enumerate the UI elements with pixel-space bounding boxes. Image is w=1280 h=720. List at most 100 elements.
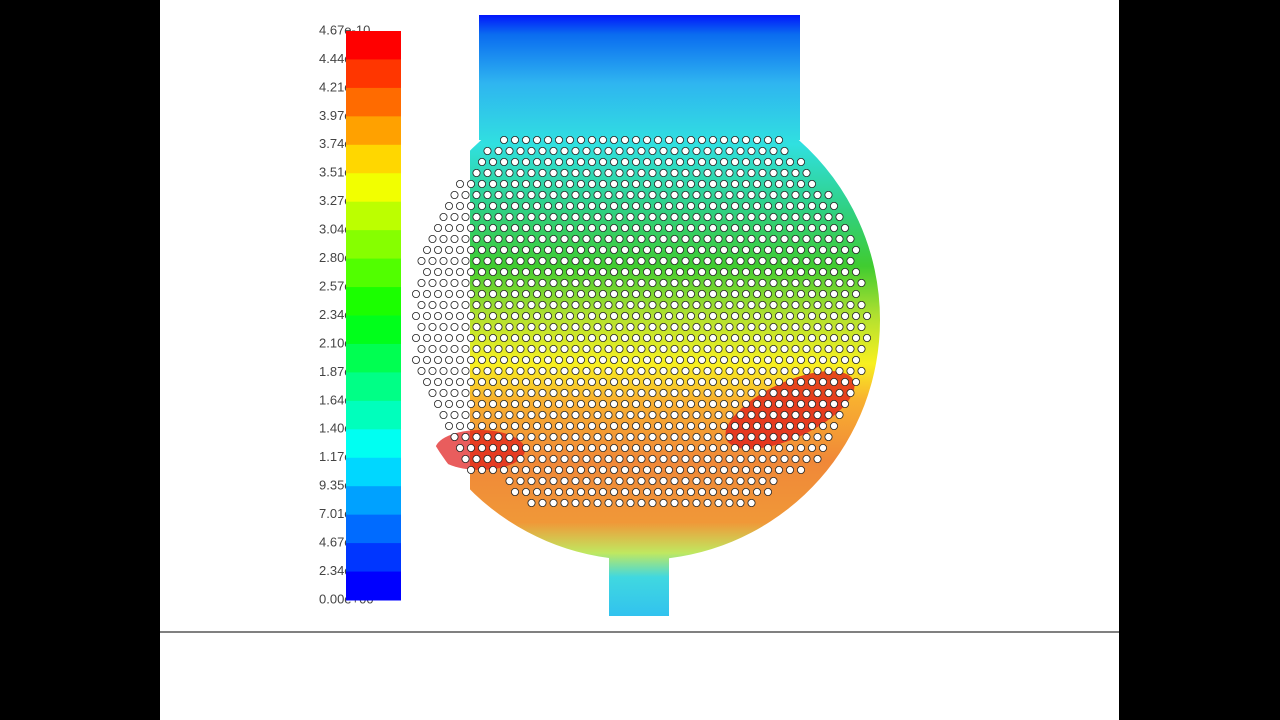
colorbar-band [346,400,401,430]
tube [604,234,613,243]
tube [709,267,718,276]
tube [637,234,646,243]
tube [736,212,745,221]
tube [461,212,470,221]
tube [692,366,701,375]
tube [582,366,591,375]
tube [494,322,503,331]
tube [577,465,586,474]
tube [582,168,591,177]
tube [549,234,558,243]
tube [753,289,762,298]
tube [560,234,569,243]
tube [510,135,519,144]
tube [433,333,442,342]
tube [769,322,778,331]
tube [599,355,608,364]
tube [698,311,707,320]
tube [780,366,789,375]
tube [676,201,685,210]
tube [654,223,663,232]
tube [604,322,613,331]
tube [433,267,442,276]
tube [488,201,497,210]
tube [533,267,542,276]
tube [588,355,597,364]
tube [499,223,508,232]
tube [417,344,426,353]
tube [560,256,569,265]
tube [846,366,855,375]
tube [670,146,679,155]
tube [599,201,608,210]
tube [841,311,850,320]
tube [769,190,778,199]
tube [626,300,635,309]
tube [632,465,641,474]
tube [802,256,811,265]
tube [544,179,553,188]
tube [621,465,630,474]
tube [599,465,608,474]
tube [852,377,861,386]
tube [461,388,470,397]
tube [819,377,828,386]
tube [599,179,608,188]
tube [714,190,723,199]
tube [742,487,751,496]
tube [593,366,602,375]
tube [483,366,492,375]
tube [549,432,558,441]
tube [841,267,850,276]
tube [764,465,773,474]
tube [665,465,674,474]
tube [791,344,800,353]
tube [522,245,531,254]
tube [764,355,773,364]
tube [444,245,453,254]
tube [654,421,663,430]
tube [764,377,773,386]
tube [802,388,811,397]
tube [566,377,575,386]
tube [516,300,525,309]
tube [681,146,690,155]
tube [477,377,486,386]
tube [626,278,635,287]
tube [544,201,553,210]
tube [791,388,800,397]
tube [687,377,696,386]
tube [577,157,586,166]
tube [676,421,685,430]
tube [499,377,508,386]
tube [593,278,602,287]
tube [544,465,553,474]
tube [566,355,575,364]
tube [758,278,767,287]
tube [824,278,833,287]
tube [610,355,619,364]
tube [687,267,696,276]
tube [758,256,767,265]
tube [522,179,531,188]
tube [791,256,800,265]
tube [522,465,531,474]
tube [659,190,668,199]
tube [665,355,674,364]
tube [698,201,707,210]
tube [494,388,503,397]
tube [538,212,547,221]
tube [483,454,492,463]
tube [725,168,734,177]
tube [488,157,497,166]
tube [714,432,723,441]
tube [588,333,597,342]
tube [566,289,575,298]
tube [830,245,839,254]
tube [637,498,646,507]
tube [555,333,564,342]
tube [863,311,872,320]
tube [472,344,481,353]
tube [555,421,564,430]
tube [444,311,453,320]
